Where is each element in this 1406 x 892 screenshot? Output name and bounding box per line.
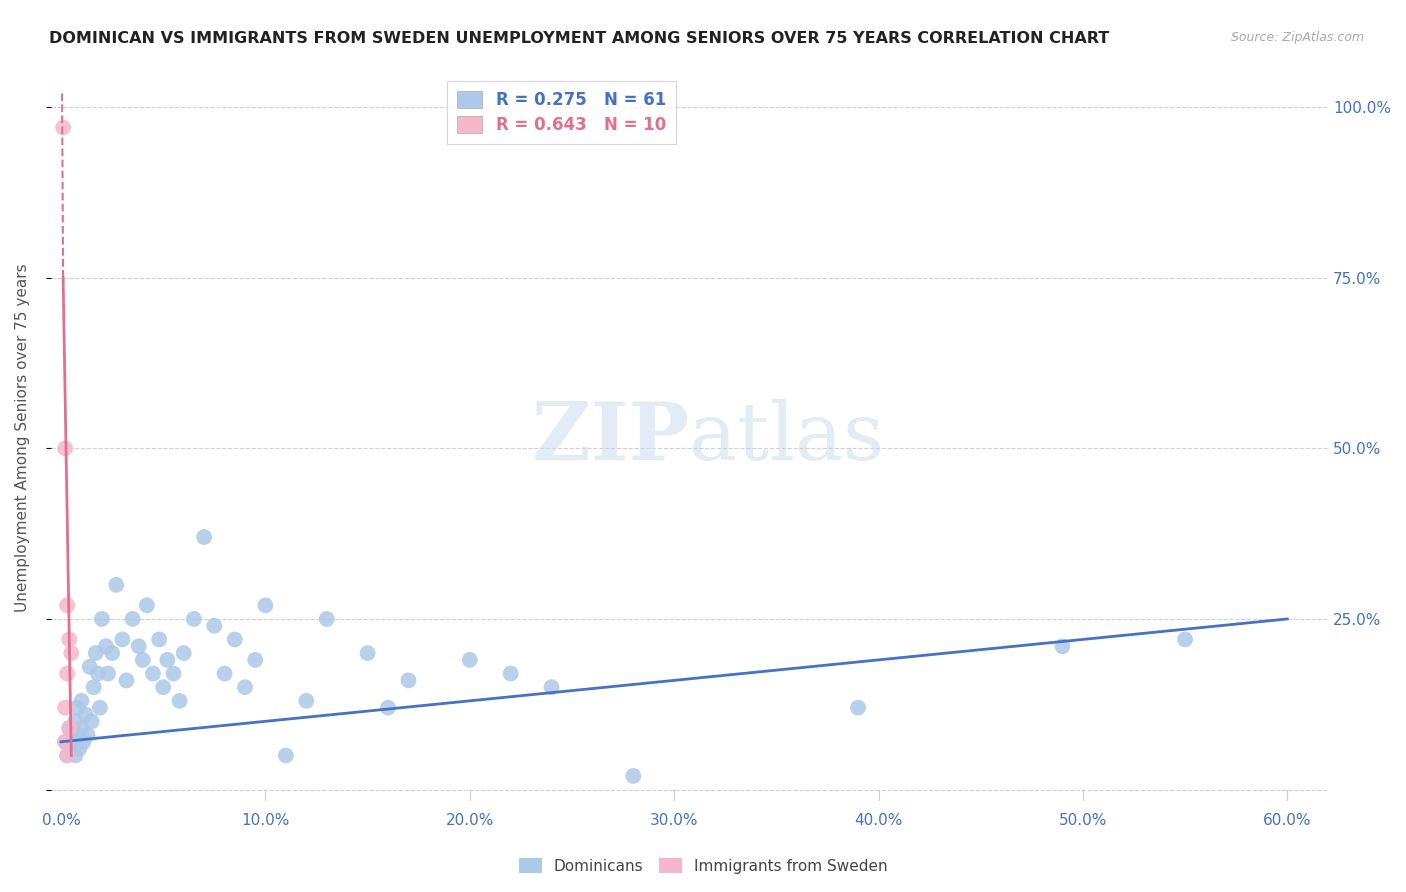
- Point: [69, 741, 91, 756]
- Point: [233, 680, 256, 694]
- Point: [1052, 639, 1074, 653]
- Point: [60, 646, 83, 660]
- Point: [193, 530, 215, 544]
- Point: [115, 673, 138, 688]
- Point: [169, 694, 191, 708]
- Point: [245, 653, 267, 667]
- Point: [121, 612, 143, 626]
- Point: [58, 721, 80, 735]
- Point: [846, 700, 869, 714]
- Point: [62, 735, 84, 749]
- Point: [58, 632, 80, 647]
- Point: [254, 599, 277, 613]
- Point: [315, 612, 337, 626]
- Point: [80, 714, 103, 729]
- Point: [65, 748, 87, 763]
- Point: [148, 632, 170, 647]
- Point: [621, 769, 644, 783]
- Point: [65, 714, 87, 729]
- Point: [173, 646, 195, 660]
- Point: [53, 735, 76, 749]
- Point: [53, 735, 76, 749]
- Point: [128, 639, 150, 653]
- Point: [142, 666, 165, 681]
- Y-axis label: Unemployment Among Seniors over 75 years: Unemployment Among Seniors over 75 years: [15, 264, 30, 613]
- Point: [89, 700, 111, 714]
- Point: [101, 646, 124, 660]
- Point: [53, 700, 76, 714]
- Point: [56, 599, 79, 613]
- Point: [56, 748, 79, 763]
- Point: [540, 680, 562, 694]
- Point: [56, 748, 79, 763]
- Point: [79, 659, 101, 673]
- Point: [214, 666, 236, 681]
- Legend: R = 0.275   N = 61, R = 0.643   N = 10: R = 0.275 N = 61, R = 0.643 N = 10: [447, 81, 676, 145]
- Point: [202, 619, 225, 633]
- Point: [70, 721, 93, 735]
- Point: [135, 599, 157, 613]
- Point: [52, 120, 75, 135]
- Point: [58, 721, 80, 735]
- Point: [90, 612, 112, 626]
- Point: [274, 748, 297, 763]
- Point: [53, 442, 76, 456]
- Point: [83, 680, 105, 694]
- Point: [97, 666, 120, 681]
- Point: [70, 694, 93, 708]
- Point: [398, 673, 420, 688]
- Point: [132, 653, 155, 667]
- Point: [295, 694, 318, 708]
- Point: [76, 728, 98, 742]
- Point: [72, 735, 94, 749]
- Point: [75, 707, 97, 722]
- Point: [87, 666, 110, 681]
- Point: [60, 728, 83, 742]
- Point: [156, 653, 179, 667]
- Point: [1174, 632, 1197, 647]
- Point: [60, 741, 83, 756]
- Point: [152, 680, 174, 694]
- Point: [183, 612, 205, 626]
- Legend: Dominicans, Immigrants from Sweden: Dominicans, Immigrants from Sweden: [512, 852, 894, 880]
- Point: [499, 666, 522, 681]
- Point: [56, 666, 79, 681]
- Point: [162, 666, 184, 681]
- Point: [111, 632, 134, 647]
- Point: [94, 639, 117, 653]
- Text: ZIP: ZIP: [533, 399, 689, 477]
- Point: [356, 646, 378, 660]
- Text: Source: ZipAtlas.com: Source: ZipAtlas.com: [1230, 31, 1364, 45]
- Point: [105, 578, 128, 592]
- Text: atlas: atlas: [689, 399, 884, 477]
- Point: [224, 632, 246, 647]
- Point: [84, 646, 107, 660]
- Point: [66, 700, 89, 714]
- Point: [458, 653, 481, 667]
- Point: [377, 700, 399, 714]
- Text: DOMINICAN VS IMMIGRANTS FROM SWEDEN UNEMPLOYMENT AMONG SENIORS OVER 75 YEARS COR: DOMINICAN VS IMMIGRANTS FROM SWEDEN UNEM…: [49, 31, 1109, 46]
- Point: [66, 728, 89, 742]
